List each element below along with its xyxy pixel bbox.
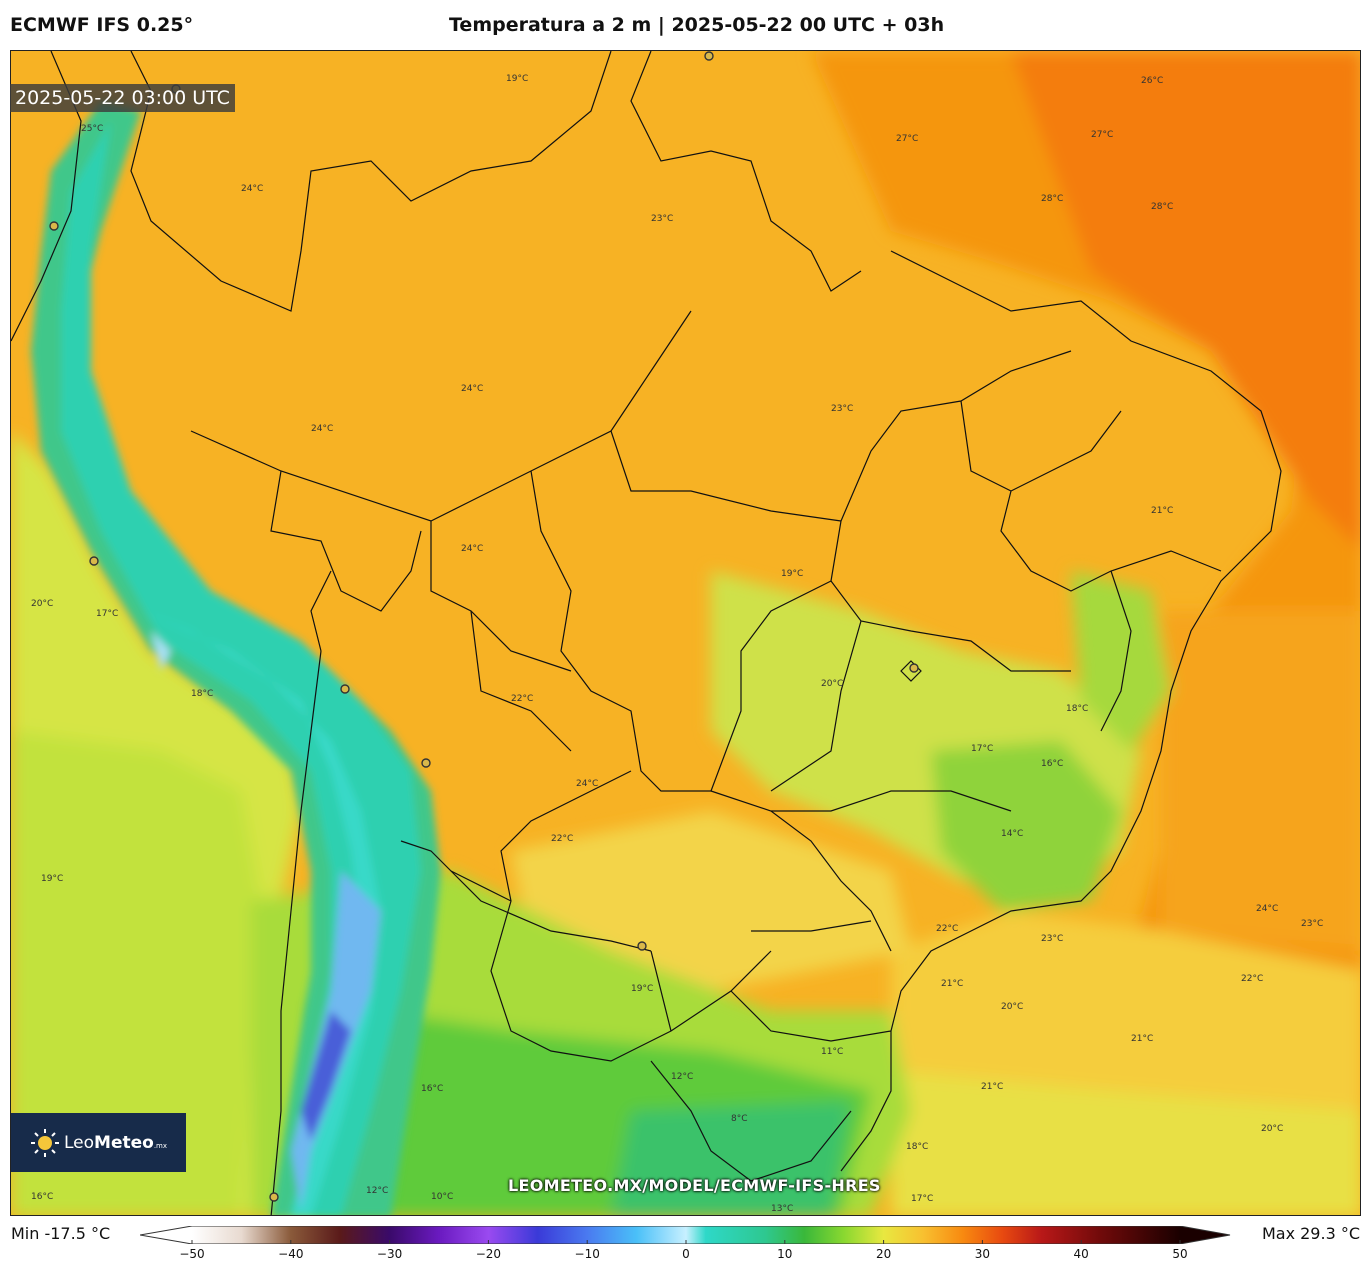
contour-label: 21°C	[1131, 1034, 1153, 1044]
sun-icon	[30, 1128, 59, 1157]
valid-time-badge: 2025-05-22 03:00 UTC	[10, 84, 235, 112]
city-marker[interactable]	[89, 556, 99, 566]
contour-label: 27°C	[1091, 130, 1113, 140]
contour-label: 25°C	[81, 124, 103, 134]
contour-label: 20°C	[1261, 1124, 1283, 1134]
contour-label: 21°C	[941, 979, 963, 989]
contour-label: 23°C	[831, 404, 853, 414]
logo[interactable]: LeoMeteo.mx	[11, 1113, 186, 1172]
contour-label: 16°C	[421, 1084, 443, 1094]
contour-label: 21°C	[981, 1082, 1003, 1092]
contour-label: 22°C	[1241, 974, 1263, 984]
contour-label: 24°C	[241, 184, 263, 194]
contour-label: 12°C	[366, 1186, 388, 1196]
colorbar-tick-label: 20	[875, 1247, 892, 1261]
contour-label: 17°C	[911, 1194, 933, 1204]
contour-label: 19°C	[506, 74, 528, 84]
contour-label: 27°C	[896, 134, 918, 144]
city-marker[interactable]	[704, 51, 714, 61]
colorbar-tick-label: −30	[376, 1247, 403, 1261]
colorbar-tick-label: 0	[682, 1247, 690, 1261]
contour-label: 8°C	[731, 1114, 748, 1124]
min-temperature-label: Min -17.5 °C	[11, 1224, 111, 1243]
colorbar-tick-label: 50	[1172, 1247, 1188, 1261]
colorbar-tick-label: −20	[475, 1247, 502, 1261]
contour-label: 24°C	[461, 384, 483, 394]
city-marker[interactable]	[49, 221, 59, 231]
colorbar-tick-label: 10	[777, 1247, 793, 1261]
chart-title: Temperatura a 2 m | 2025-05-22 00 UTC + …	[449, 14, 945, 36]
contour-label: 13°C	[771, 1204, 793, 1214]
contour-label: 22°C	[936, 924, 958, 934]
colorbar-tick-label: −50	[179, 1247, 205, 1261]
colorbar-tick-label: 30	[974, 1247, 991, 1261]
contour-label: 17°C	[971, 744, 993, 754]
temperature-map[interactable]: 25°C 19°C 24°C 27°C 27°C 26°C 28°C 28°C …	[10, 50, 1361, 1216]
colorbar-tick-label: 40	[1073, 1247, 1089, 1261]
contour-label: 24°C	[311, 424, 333, 434]
contour-label: 12°C	[671, 1072, 693, 1082]
contour-label: 26°C	[1141, 76, 1163, 86]
contour-label: 20°C	[1001, 1002, 1023, 1012]
colorbar-tick-label: −40	[278, 1247, 304, 1261]
contour-label: 19°C	[781, 569, 803, 579]
contour-label: 18°C	[1066, 704, 1088, 714]
contour-label: 24°C	[576, 779, 598, 789]
contour-label: 18°C	[191, 689, 213, 699]
contour-label: 18°C	[906, 1142, 928, 1152]
contour-label: 17°C	[96, 609, 118, 619]
max-temperature-label: Max 29.3 °C	[1261, 1224, 1360, 1243]
city-marker[interactable]	[637, 941, 647, 951]
contour-label: 24°C	[1256, 904, 1278, 914]
contour-label: 16°C	[1041, 759, 1063, 769]
colorbar-tick-label: −10	[574, 1247, 600, 1261]
contour-label: 24°C	[461, 544, 483, 554]
model-label: ECMWF IFS 0.25°	[10, 14, 194, 36]
contour-label: 20°C	[31, 599, 53, 609]
source-url-watermark: LEOMETEO.MX/MODEL/ECMWF-IFS-HRES	[508, 1176, 881, 1195]
city-marker[interactable]	[421, 758, 431, 768]
contour-label: 22°C	[511, 694, 533, 704]
contour-label: 20°C	[821, 679, 843, 689]
contour-label: 22°C	[551, 834, 573, 844]
colorbar	[140, 1226, 1231, 1244]
logo-text: LeoMeteo.mx	[63, 1132, 168, 1153]
contour-label: 10°C	[431, 1192, 453, 1202]
contour-label: 23°C	[1041, 934, 1063, 944]
contour-label: 28°C	[1041, 194, 1063, 204]
contour-label: 21°C	[1151, 506, 1173, 516]
contour-label: 16°C	[31, 1192, 53, 1202]
contour-label: 19°C	[41, 874, 63, 884]
contour-label: 14°C	[1001, 829, 1023, 839]
contour-label: 11°C	[821, 1047, 843, 1057]
contour-label: 28°C	[1151, 202, 1173, 212]
city-marker[interactable]	[909, 663, 919, 673]
contour-label: 19°C	[631, 984, 653, 994]
contour-label: 23°C	[651, 214, 673, 224]
city-marker[interactable]	[340, 684, 350, 694]
city-marker[interactable]	[269, 1192, 279, 1202]
contour-label: 23°C	[1301, 919, 1323, 929]
